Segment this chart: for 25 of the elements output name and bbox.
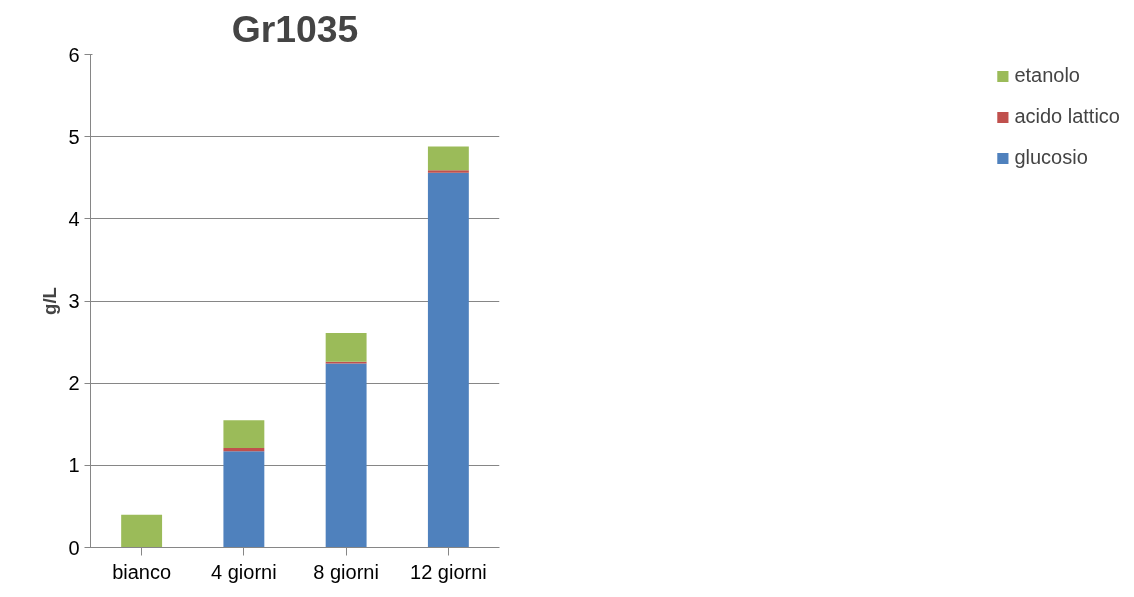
bar xyxy=(223,451,265,548)
legend-label: glucosio xyxy=(1014,146,1088,169)
bar xyxy=(427,172,469,548)
y-tick-label: 1 xyxy=(68,454,80,477)
legend-label: acido lattico xyxy=(1014,105,1120,128)
y-tick-label: 4 xyxy=(68,207,80,230)
legend-label: etanolo xyxy=(1014,64,1080,87)
y-axis-title: g/L xyxy=(39,287,61,315)
bar xyxy=(121,514,163,548)
bar xyxy=(325,333,367,362)
chart-title: Gr1035 xyxy=(231,7,359,50)
y-tick-label: 3 xyxy=(68,290,80,312)
bar xyxy=(223,420,265,449)
bar xyxy=(427,170,469,173)
bar xyxy=(325,363,367,548)
y-tick-label: 2 xyxy=(68,372,80,395)
x-tick-label: 4 giorni xyxy=(211,560,277,583)
y-tick-label: 6 xyxy=(68,43,80,66)
x-tick-label: 8 giorni xyxy=(313,560,379,583)
y-tick-label: 5 xyxy=(68,125,80,148)
bar xyxy=(427,146,469,171)
y-tick-label: 0 xyxy=(68,536,80,559)
bar xyxy=(223,448,265,452)
x-tick-label: 12 giorni xyxy=(410,560,487,583)
x-tick-label: bianco xyxy=(112,560,172,583)
